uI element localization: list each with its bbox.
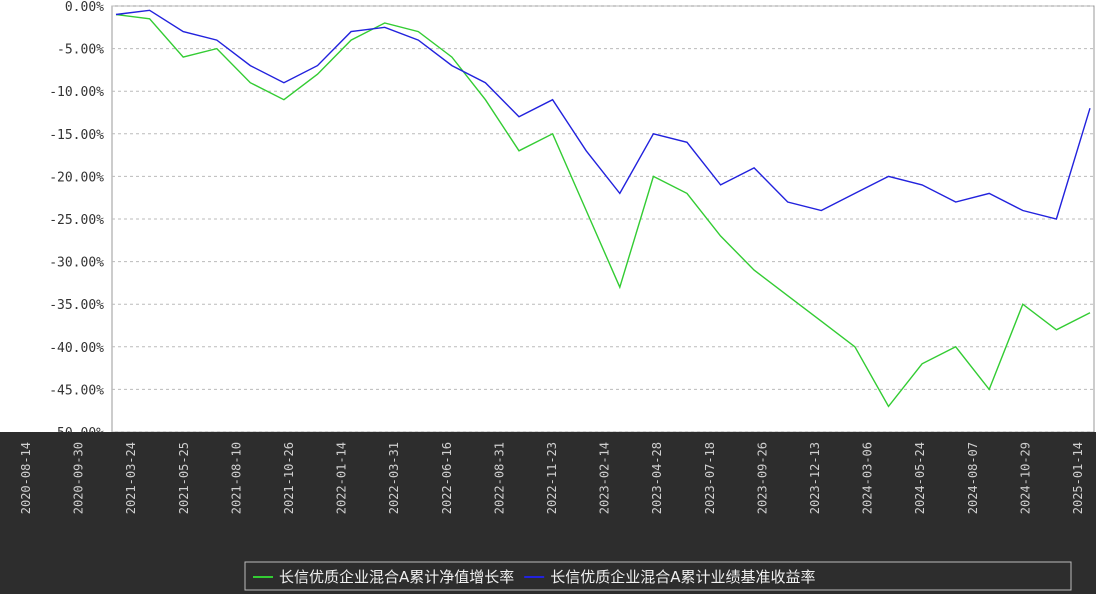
x-tick-label: 2024-08-07 <box>966 442 980 514</box>
y-axis-tick-labels: 0.00% -5.00% -10.00% -15.00% -20.00% -25.00% -… <box>49 0 104 441</box>
y-tick-label: -15.00% <box>49 128 104 143</box>
y-tick-label: -30.00% <box>49 256 104 271</box>
y-tick-label: -25.00% <box>49 213 104 228</box>
x-tick-label: 2023-07-18 <box>703 442 717 514</box>
series-line <box>115 9 1091 220</box>
x-tick-label: 2021-03-24 <box>124 442 138 514</box>
x-tick-label: 2022-06-16 <box>440 442 454 514</box>
x-tick-label: 2021-08-10 <box>229 442 243 514</box>
x-tick-label: 2024-05-24 <box>913 442 927 514</box>
x-tick-label: 2020-09-30 <box>72 442 86 514</box>
x-tick-label: 2022-08-31 <box>492 442 506 514</box>
y-tick-label: -40.00% <box>49 341 104 356</box>
x-tick-label: 2024-03-06 <box>861 442 875 514</box>
series-line <box>115 13 1091 408</box>
x-tick-label: 2021-05-25 <box>177 442 191 514</box>
x-tick-label: 2025-01-14 <box>1071 442 1085 514</box>
x-tick-label: 2023-02-14 <box>598 442 612 514</box>
x-tick-label: 2022-03-31 <box>387 442 401 514</box>
legend: 长信优质企业混合A累计净值增长率 长信优质企业混合A累计业绩基准收益率 <box>244 561 1072 591</box>
x-tick-label: 2023-09-26 <box>755 442 769 514</box>
y-tick-label: -45.00% <box>49 383 104 398</box>
y-tick-label: -10.00% <box>49 85 104 100</box>
legend-entry: 长信优质企业混合A累计净值增长率 <box>279 568 514 586</box>
y-tick-label: -35.00% <box>49 298 104 313</box>
x-tick-label: 2021-10-26 <box>282 442 296 514</box>
y-tick-label: 0.00% <box>65 0 104 15</box>
x-tick-label: 2023-04-28 <box>650 442 664 514</box>
series-lines <box>115 9 1091 408</box>
x-tick-label: 2022-11-23 <box>545 442 559 514</box>
x-axis-tick-labels: 2020-08-14 2020-09-30 2021-03-24 2021-05-25… <box>19 442 1085 514</box>
y-tick-label: -20.00% <box>49 170 104 185</box>
x-tick-label: 2023-12-13 <box>808 442 822 514</box>
x-tick-label: 2020-08-14 <box>19 442 33 514</box>
x-tick-label: 2024-10-29 <box>1018 442 1032 514</box>
y-tick-label: -5.00% <box>57 43 104 58</box>
legend-entry: 长信优质企业混合A累计业绩基准收益率 <box>550 568 815 586</box>
legend-box <box>244 561 1072 591</box>
x-tick-label: 2022-01-14 <box>335 442 349 514</box>
